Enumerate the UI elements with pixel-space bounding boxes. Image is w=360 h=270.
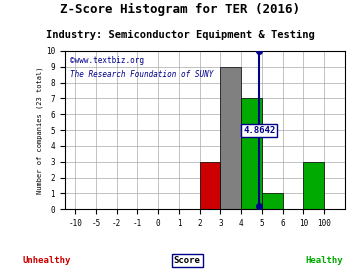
Bar xyxy=(200,162,220,209)
Bar xyxy=(241,98,262,209)
Bar xyxy=(220,67,241,209)
Text: 4.8642: 4.8642 xyxy=(243,126,275,134)
Y-axis label: Number of companies (23 total): Number of companies (23 total) xyxy=(37,66,43,194)
Text: Unhealthy: Unhealthy xyxy=(23,256,71,265)
Text: Z-Score Histogram for TER (2016): Z-Score Histogram for TER (2016) xyxy=(60,3,300,16)
Text: Healthy: Healthy xyxy=(305,256,343,265)
Text: Industry: Semiconductor Equipment & Testing: Industry: Semiconductor Equipment & Test… xyxy=(46,30,314,40)
Text: Score: Score xyxy=(174,256,201,265)
Text: ©www.textbiz.org: ©www.textbiz.org xyxy=(71,56,144,65)
Text: The Research Foundation of SUNY: The Research Foundation of SUNY xyxy=(71,70,214,79)
Bar xyxy=(303,162,324,209)
Bar xyxy=(262,193,283,209)
